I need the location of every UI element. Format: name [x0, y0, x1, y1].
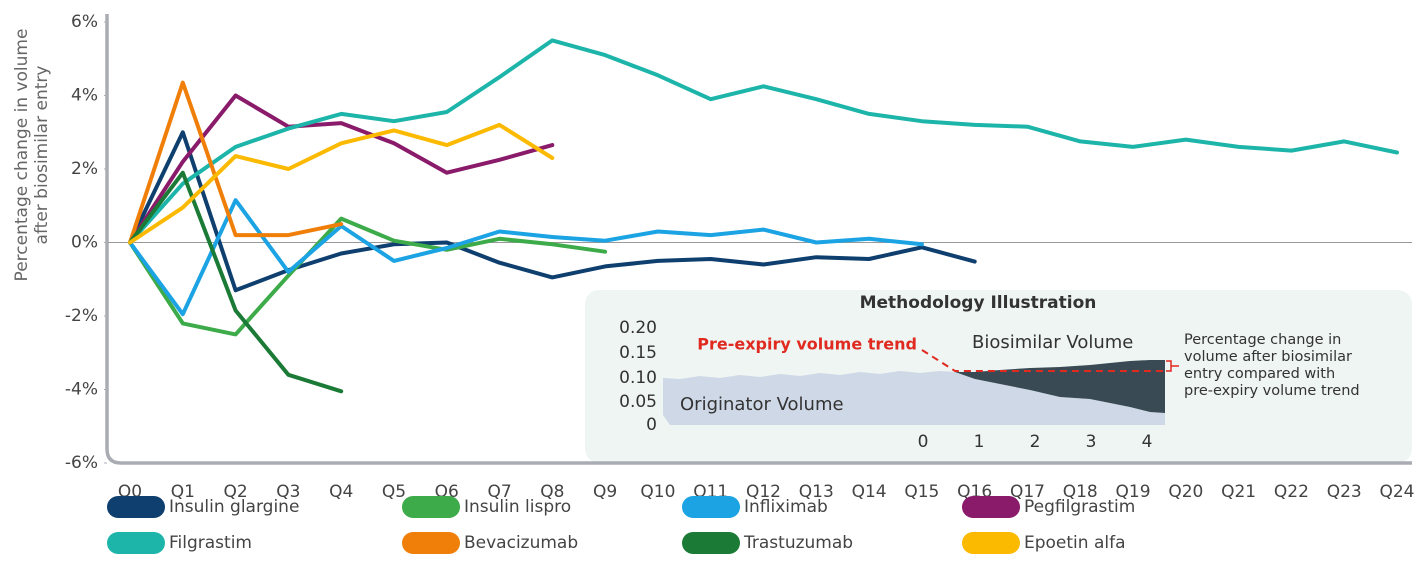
- y-axis-title: Percentage change in volume after biosim…: [12, 29, 52, 282]
- series-line: [128, 38, 1399, 245]
- biosimilar-label: Biosimilar Volume: [972, 332, 1133, 353]
- note-line: entry compared with: [1184, 366, 1335, 382]
- series-line: [128, 216, 608, 337]
- y-tick-label: 0%: [71, 233, 98, 253]
- inset-y-tick: 0.05: [619, 392, 657, 412]
- x-tick-label: Q14: [852, 482, 887, 502]
- biosimilar-area: [955, 360, 1165, 413]
- inset-x-tick: 1: [974, 432, 985, 452]
- x-tick-label: Q19: [1116, 482, 1151, 502]
- series-line: [128, 80, 344, 245]
- x-tick-label: Q12: [746, 482, 781, 502]
- legend-swatch: [107, 532, 165, 554]
- x-tick-label: Q24: [1379, 482, 1414, 502]
- x-tick-label: Q18: [1063, 482, 1098, 502]
- x-tick-label: Q4: [329, 482, 353, 502]
- inset-x-ticks: 0 1 2 3 4: [918, 432, 1153, 452]
- legend-label: Trastuzumab: [743, 533, 853, 553]
- x-tick-label: Q10: [640, 482, 675, 502]
- x-tick-label: Q21: [1221, 482, 1256, 502]
- inset-y-tick: 0.15: [619, 343, 657, 363]
- legend-label: Insulin lispro: [464, 497, 571, 517]
- legend-swatch: [402, 496, 460, 518]
- trend-label: Pre-expiry volume trend: [697, 335, 917, 354]
- x-tick-label: Q5: [382, 482, 406, 502]
- y-tick-label: 6%: [71, 12, 98, 32]
- legend-swatch: [682, 496, 740, 518]
- legend-swatch: [962, 532, 1020, 554]
- x-tick-label: Q22: [1274, 482, 1309, 502]
- series-line: [128, 170, 344, 394]
- legend-label: Insulin glargine: [169, 497, 299, 517]
- legend-swatch: [682, 532, 740, 554]
- legend-swatch: [962, 496, 1020, 518]
- trend-line: [921, 349, 1165, 372]
- series-line: [128, 122, 555, 245]
- y-tick-label: 4%: [71, 86, 98, 106]
- inset-y-tick: 0.20: [619, 318, 657, 338]
- x-tick-label: Q3: [276, 482, 300, 502]
- legend-swatch: [402, 532, 460, 554]
- originator-area: [663, 371, 1165, 425]
- legend-label: Filgrastim: [169, 533, 252, 553]
- note-line: Percentage change in: [1184, 332, 1341, 348]
- originator-label: Originator Volume: [680, 394, 844, 415]
- x-tick-label: Q9: [593, 482, 617, 502]
- note-line: volume after biosimilar: [1184, 349, 1352, 365]
- inset-y-tick: 0.10: [619, 368, 657, 388]
- inset-x-tick: 0: [918, 432, 929, 452]
- inset-x-tick: 2: [1030, 432, 1041, 452]
- y-tick-label: -2%: [65, 306, 98, 326]
- x-tick-label: Q23: [1327, 482, 1362, 502]
- y-tick-label: 2%: [71, 159, 98, 179]
- x-tick-label: Q13: [799, 482, 834, 502]
- series-line: [128, 130, 977, 293]
- y-label-line: Percentage change in volume: [12, 29, 32, 282]
- inset-x-tick: 4: [1142, 432, 1153, 452]
- x-tick-label: Q1: [171, 482, 195, 502]
- y-tick-label: -4%: [65, 380, 98, 400]
- y-tick-label: -6%: [65, 453, 98, 473]
- inset-x-tick: 3: [1086, 432, 1097, 452]
- legend-label: Infliximab: [744, 497, 828, 517]
- x-tick-label: Q8: [540, 482, 564, 502]
- x-tick-label: Q20: [1168, 482, 1203, 502]
- x-tick-label: Q7: [487, 482, 511, 502]
- legend-swatch: [107, 496, 165, 518]
- x-tick-label: Q17: [1010, 482, 1045, 502]
- inset-y-tick: 0: [646, 415, 657, 435]
- y-label-line: after biosimilar entry: [32, 66, 52, 245]
- x-tick-label: Q2: [223, 482, 247, 502]
- bracket: [1166, 360, 1179, 372]
- inset-title: Methodology Illustration: [860, 293, 1097, 313]
- inset-y-ticks: 0.20 0.15 0.10 0.05 0: [619, 318, 657, 435]
- note-line: pre-expiry volume trend: [1184, 383, 1360, 399]
- legend-label: Bevacizumab: [464, 533, 578, 553]
- inset-note: Percentage change in volume after biosim…: [1184, 332, 1360, 399]
- series-line: [128, 93, 555, 245]
- x-tick-label: Q15: [904, 482, 939, 502]
- legend-label: Epoetin alfa: [1024, 533, 1126, 553]
- axes: [105, 14, 1412, 465]
- legend-label: Pegfilgrastim: [1024, 497, 1135, 517]
